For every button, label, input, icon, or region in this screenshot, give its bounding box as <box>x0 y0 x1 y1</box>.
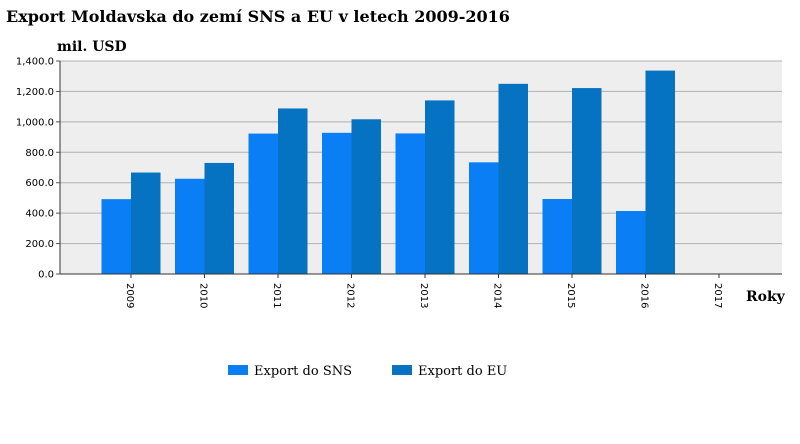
bar <box>278 108 308 275</box>
x-tick-labels: 2009 2010 2011 2012 2013 2014 2015 2016 2017 <box>124 283 723 308</box>
bar <box>101 199 131 274</box>
x-tick-label: 2016 <box>639 283 650 308</box>
y-tick-label: 1,200.0 <box>16 87 54 98</box>
bar <box>542 198 572 274</box>
y-tick-label: 0.0 <box>38 270 54 281</box>
chart-title: Export Moldavska do zemí SNS a EU v lete… <box>6 7 510 26</box>
legend: Export do SNS Export do EU <box>228 364 507 379</box>
bar <box>395 133 425 274</box>
y-tick-label: 200.0 <box>25 239 54 250</box>
bars <box>101 70 675 275</box>
axes <box>59 61 782 278</box>
bar <box>351 119 381 274</box>
y-tick-label: 1,000.0 <box>16 117 54 128</box>
legend-label-sns: Export do SNS <box>254 364 352 379</box>
x-tick-label: 2014 <box>492 283 503 308</box>
x-tick-label: 2017 <box>712 283 723 308</box>
y-tick-label: 1,400.0 <box>16 57 54 68</box>
legend-swatch-eu <box>392 365 412 375</box>
legend-label-eu: Export do EU <box>418 364 507 379</box>
x-tick-label: 2012 <box>345 283 356 308</box>
legend-swatch-sns <box>228 365 248 375</box>
x-tick-label: 2013 <box>418 283 429 308</box>
bar <box>572 88 602 275</box>
bar <box>131 172 161 274</box>
bar <box>498 83 528 274</box>
x-tick-label: 2010 <box>198 283 209 308</box>
bar <box>469 162 499 274</box>
bar <box>175 178 205 274</box>
x-tick-label: 2011 <box>271 283 282 308</box>
y-tick-label: 600.0 <box>25 178 54 189</box>
y-tick-label: 400.0 <box>25 209 54 220</box>
y-axis-label: mil. USD <box>57 39 127 55</box>
bar <box>204 162 234 274</box>
bar <box>616 211 646 274</box>
bar <box>248 133 278 274</box>
x-tick-label: 2009 <box>124 283 135 308</box>
bar <box>425 100 455 274</box>
y-tick-label: 800.0 <box>25 148 54 159</box>
x-axis-label: Roky <box>746 289 786 305</box>
x-tick-label: 2015 <box>565 283 576 308</box>
y-tick-labels: 0.0 200.0 400.0 600.0 800.0 1,000.0 1,200.0 1,4… <box>16 57 54 281</box>
bar <box>322 132 352 274</box>
bar <box>645 70 675 275</box>
